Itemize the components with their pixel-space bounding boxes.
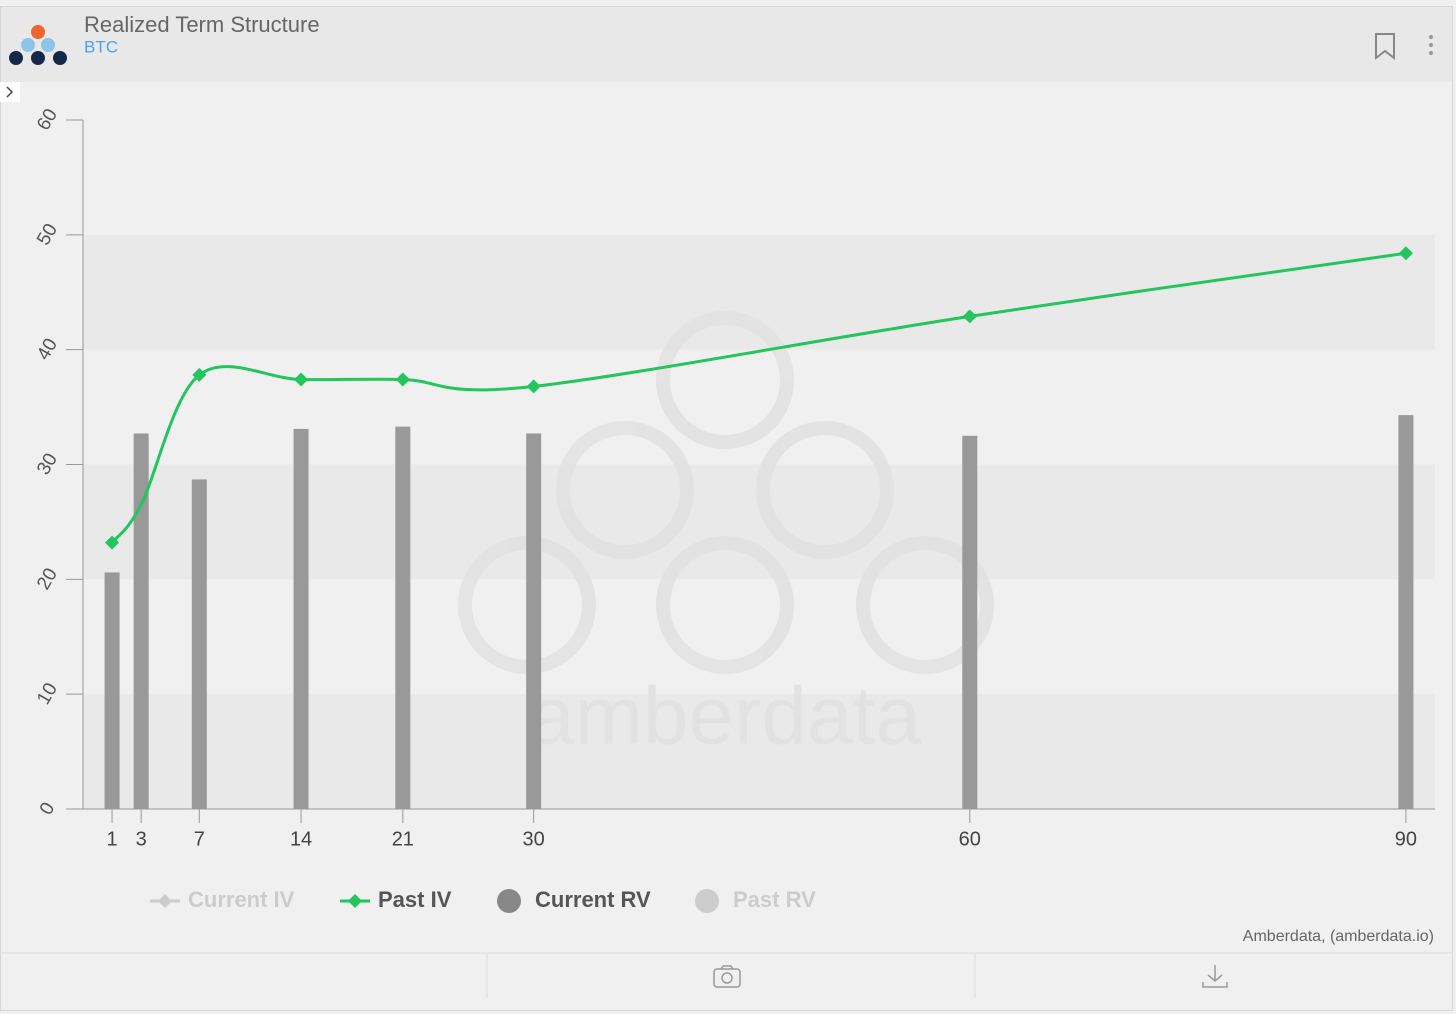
line-marker — [105, 535, 120, 550]
logo — [9, 25, 67, 65]
bookmark-button[interactable] — [1375, 33, 1395, 61]
line-marker — [192, 367, 207, 382]
subtitle: BTC — [84, 37, 118, 56]
x-tick-label: 7 — [194, 828, 205, 850]
header — [0, 6, 1453, 82]
legend-marker — [497, 889, 521, 913]
credit: Amberdata, (amberdata.io) — [1243, 928, 1434, 945]
expand-button[interactable] — [0, 82, 20, 102]
legend-marker — [158, 894, 172, 908]
bar — [962, 435, 978, 809]
legend-item[interactable]: Current IV — [150, 887, 295, 912]
x-tick-label: 3 — [136, 828, 147, 850]
line — [110, 251, 1407, 544]
line-marker — [962, 309, 977, 324]
menu-button[interactable] — [1429, 35, 1433, 55]
watermark-text: amberdata — [529, 671, 921, 762]
x-tick-label: 21 — [392, 828, 414, 850]
bar — [1398, 415, 1414, 809]
x-tick-label: 60 — [959, 828, 981, 850]
legend-label: Past IV — [378, 887, 452, 912]
camera-button[interactable] — [713, 965, 741, 988]
legend-marker — [695, 889, 719, 913]
legend-label: Current IV — [188, 887, 295, 912]
line-marker — [526, 379, 541, 394]
bar — [191, 479, 207, 809]
legend-item[interactable]: Current RV — [497, 887, 651, 913]
line-marker — [1398, 246, 1413, 261]
legend-label: Past RV — [733, 887, 816, 912]
line-marker — [294, 372, 309, 387]
bar — [395, 426, 411, 809]
x-tick-label: 14 — [290, 828, 312, 850]
line-marker — [395, 372, 410, 387]
bar — [104, 572, 120, 809]
legend-item[interactable]: Past RV — [695, 887, 816, 913]
download-button[interactable] — [1202, 965, 1228, 988]
legend-label: Current RV — [535, 887, 651, 912]
x-tick-label: 1 — [107, 828, 118, 850]
bar — [293, 428, 309, 809]
title: Realized Term Structure — [84, 12, 320, 37]
frame — [0, 6, 1453, 1011]
bar — [526, 433, 542, 809]
legend-item[interactable]: Past IV — [340, 887, 452, 912]
expand-icon — [6, 86, 14, 98]
bar — [133, 433, 149, 809]
legend-marker — [348, 894, 362, 908]
x-tick-label: 30 — [523, 828, 545, 850]
x-tick-label: 90 — [1395, 828, 1417, 850]
